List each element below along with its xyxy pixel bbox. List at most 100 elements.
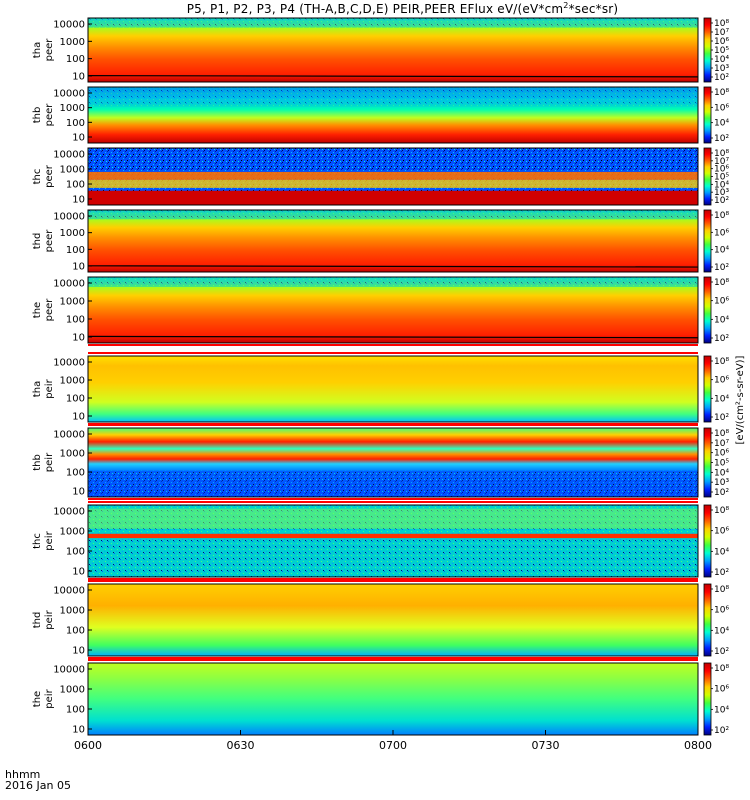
- colorbar-tick-label: 10⁶: [714, 228, 729, 238]
- noise-overlay: [88, 18, 698, 28]
- panel-product-label: peir: [44, 530, 55, 550]
- panel-probe-label: thd: [32, 233, 43, 250]
- band-overlay: [88, 179, 698, 188]
- chart-title-suffix: *sec*sr): [568, 2, 619, 16]
- band-overlay: [88, 508, 698, 529]
- panel-product-label: peer: [44, 103, 55, 127]
- panel-frame: [87, 276, 699, 344]
- colorbar-tick-label: 10²: [714, 263, 729, 273]
- panel-product-label: peir: [44, 452, 55, 472]
- y-tick-label: 10: [72, 333, 85, 344]
- panel-product-label: peer: [44, 298, 55, 322]
- colorbar-tick-label: 10⁵: [714, 46, 729, 56]
- flag-bar: [88, 424, 698, 426]
- y-tick-label: 10000: [53, 279, 85, 290]
- colorbar: [703, 86, 712, 144]
- panel-the-peir: 10000 1000 100 10 the peir 10⁸ 10⁶ 10⁴ 10²: [32, 662, 729, 736]
- y-tick-label: 1000: [60, 527, 85, 538]
- panel-probe-label: the: [32, 691, 43, 707]
- y-tick-label: 100: [66, 626, 85, 637]
- colorbar-tick-label: 10²: [714, 568, 729, 578]
- noise-overlay: [88, 277, 698, 287]
- colorbar-tick-label: 10⁴: [714, 468, 729, 478]
- y-tick-label: 100: [66, 54, 85, 65]
- colorbar-tick-label: 10⁷: [714, 439, 729, 449]
- y-tick-label: 100: [66, 315, 85, 326]
- panel-probe-label: thb: [32, 107, 43, 124]
- y-tick-label: 10: [72, 725, 85, 736]
- panel-thb-peer: 10000 1000 100 10 thb peer 10⁸ 10⁶ 10⁴ 10²: [32, 86, 729, 144]
- band-overlay: [88, 533, 698, 539]
- y-tick-label: 1000: [60, 103, 85, 114]
- colorbar-tick-label: 10⁸: [714, 149, 729, 159]
- y-tick-label: 100: [66, 118, 85, 129]
- panel-tha-peir: 10000 1000 100 10 tha peir 10⁸ 10⁶ 10⁴ 10²: [32, 355, 729, 423]
- colorbar-tick-label: 10⁶: [714, 449, 729, 459]
- colorbar-tick-label: 10⁴: [714, 626, 729, 636]
- panel-product-label: peir: [44, 378, 55, 398]
- y-tick-label: 10: [72, 567, 85, 578]
- colorbar-tick-label: 10⁸: [714, 357, 729, 367]
- colorbar-tick-label: 10⁸: [714, 429, 729, 439]
- y-tick-label: 100: [66, 705, 85, 716]
- colorbar-tick-label: 10⁶: [714, 606, 729, 616]
- colorbar-tick-label: 10³: [714, 64, 729, 74]
- flag-bar: [88, 580, 698, 582]
- y-tick-label: 10000: [53, 507, 85, 518]
- colorbar-tick-label: 10⁸: [714, 211, 729, 221]
- spectrogram-image: [88, 277, 698, 343]
- colorbar-tick-label: 10⁴: [714, 315, 729, 325]
- colorbar-tick-label: 10²: [714, 196, 729, 206]
- spectrogram-image: [88, 663, 698, 735]
- colorbar-tick-label: 10⁶: [714, 376, 729, 386]
- colorbar-tick-label: 10⁶: [714, 685, 729, 695]
- y-tick-label: 10000: [53, 150, 85, 161]
- colorbar-tick-label: 10²: [714, 134, 729, 144]
- colorbar-unit-label: [eV/(cm²-s-sr-eV)]: [735, 355, 746, 444]
- y-tick-label: 10000: [53, 586, 85, 597]
- flag-bar: [88, 578, 698, 580]
- y-tick-label: 10: [72, 72, 85, 83]
- y-tick-label: 10000: [53, 89, 85, 100]
- flag-bar: [88, 501, 698, 503]
- y-tick-label: 1000: [60, 376, 85, 387]
- panel-probe-label: the: [32, 302, 43, 318]
- colorbar-tick-label: 10⁶: [714, 103, 729, 113]
- panel-frame: [87, 209, 699, 273]
- x-tick-label: 0700: [379, 739, 407, 752]
- noise-overlay: [88, 470, 698, 497]
- panel-thc-peer: 10000 1000 100 10 thc peer 10⁸10⁷10⁶10⁵10⁴10³1…: [32, 147, 729, 206]
- colorbar-tick-label: 10⁴: [714, 394, 729, 404]
- y-tick-label: 10: [72, 262, 85, 273]
- panel-frame: [87, 504, 699, 578]
- y-tick-label: 10: [72, 487, 85, 498]
- x-axis-label: hhmm: [5, 768, 41, 781]
- colorbar: [703, 209, 712, 273]
- flag-bar: [88, 659, 698, 661]
- colorbar-tick-label: 10⁵: [714, 173, 729, 183]
- colorbar-tick-label: 10⁴: [714, 119, 729, 129]
- colorbar-tick-label: 10⁸: [714, 278, 729, 288]
- colorbar: [703, 504, 712, 578]
- panel-thd-peir: 10000 1000 100 10 thd peir 10⁸ 10⁶ 10⁴ 10²: [32, 583, 729, 657]
- colorbar-tick-label: 10⁶: [714, 527, 729, 537]
- y-tick-label: 10000: [53, 430, 85, 441]
- noise-overlay: [88, 87, 698, 107]
- x-tick-label: 0630: [227, 739, 255, 752]
- colorbar-tick-label: 10⁶: [714, 37, 729, 47]
- panel-product-label: peer: [44, 229, 55, 253]
- y-tick-label: 1000: [60, 228, 85, 239]
- panel-probe-label: tha: [32, 42, 43, 58]
- panel-frame: [87, 583, 699, 657]
- y-tick-label: 100: [66, 547, 85, 558]
- panel-thd-peer: 10000 1000 100 10 thd peer 10⁸ 10⁶ 10⁴ 10²: [32, 209, 729, 273]
- colorbar-tick-label: 10²: [714, 73, 729, 83]
- flag-bar: [88, 352, 698, 354]
- colorbar: [703, 427, 712, 498]
- panel-product-label: peir: [44, 688, 55, 708]
- colorbar-tick-label: 10⁴: [714, 547, 729, 557]
- colorbar-tick-label: 10²: [714, 726, 729, 736]
- colorbar-tick-label: 10⁸: [714, 585, 729, 595]
